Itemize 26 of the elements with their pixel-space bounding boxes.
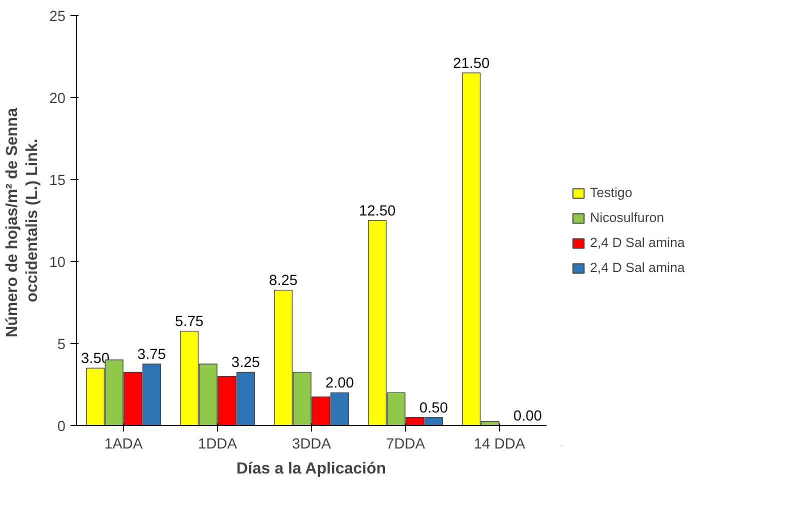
data-label: 0.50 — [419, 400, 448, 416]
legend-label: 2,4 D Sal amina — [590, 260, 685, 275]
y-tick-label: 5 — [57, 337, 66, 353]
y-tick-label: 20 — [49, 91, 66, 107]
x-tick-label: 7DDA — [386, 436, 426, 452]
x-tick-label: 14 DDA — [474, 436, 526, 452]
x-tick-label: 1DDA — [198, 436, 238, 452]
y-tick-label: 10 — [49, 255, 66, 271]
data-label: 8.25 — [269, 273, 298, 290]
x-tick-label: 3DDA — [292, 436, 332, 452]
x-tick-label: 1ADA — [104, 436, 143, 452]
y-axis-title: Número de hojas/m² de Senna occidentalis (L.) Link. — [4, 108, 42, 338]
y-tick-label: 25 — [49, 9, 66, 25]
data-label: 2.00 — [325, 376, 354, 392]
data-label: 3.25 — [231, 355, 260, 372]
y-tick-label: 15 — [49, 173, 66, 189]
x-axis-title: Días a la Aplicación — [236, 460, 386, 478]
data-label: 21.50 — [452, 56, 490, 72]
data-label: 0.00 — [513, 408, 542, 424]
data-label: 5.75 — [175, 314, 204, 330]
legend-label: Testigo — [590, 185, 632, 200]
data-label: 3.75 — [137, 347, 166, 363]
legend-label: Nicosulfuron — [590, 210, 664, 225]
data-label: 12.50 — [358, 204, 396, 220]
legend-label: 2,4 D Sal amina — [590, 235, 685, 250]
y-tick-label: 0 — [57, 419, 66, 435]
